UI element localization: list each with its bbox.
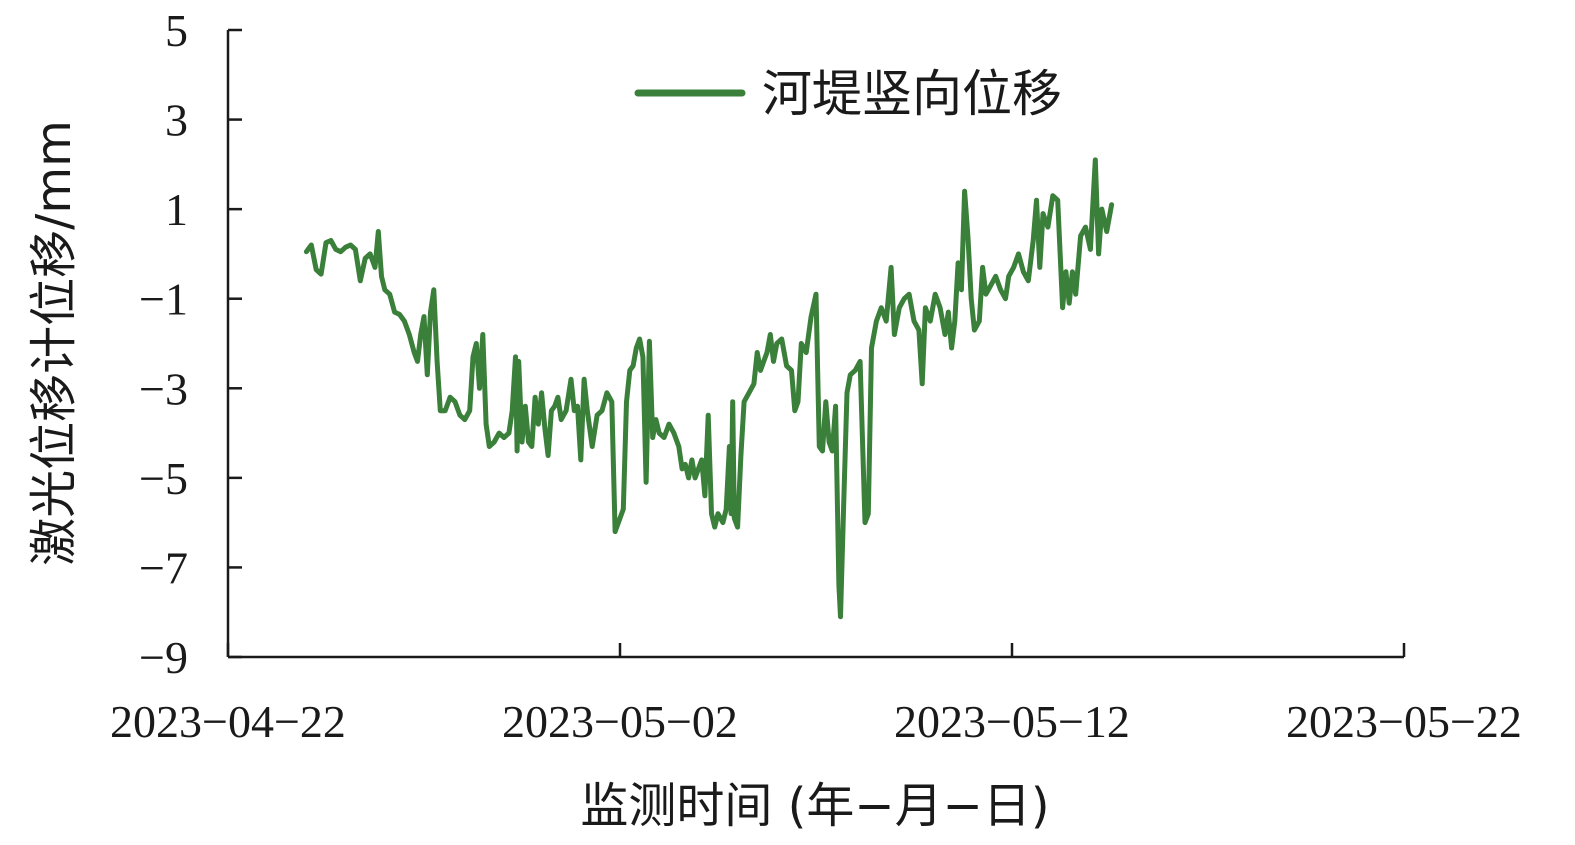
legend: 河堤竖向位移: [634, 65, 1062, 123]
y-tick-label: −9: [139, 632, 188, 683]
legend-label: 河堤竖向位移: [762, 65, 1062, 123]
y-tick-label: 3: [165, 95, 188, 146]
x-tick-label: 2023−05−22: [1286, 696, 1522, 747]
y-tick-label: −1: [139, 274, 188, 325]
y-tick-label: −7: [139, 542, 188, 593]
series-line: [303, 157, 1115, 620]
x-axis-title: 监测时间 (年−月−日): [580, 778, 1049, 834]
x-tick-label: 2023−05−12: [894, 696, 1130, 747]
x-tick-label: 2023−04−22: [110, 696, 346, 747]
chart-series-layer: [303, 157, 1115, 620]
chart-axes: [226, 30, 1404, 659]
chart-ticks: 5 3 1 −1 −3 −5 −7 −9 2023−04−22 2023−05−02 2023−05…: [110, 5, 1522, 747]
y-tick-label: −5: [139, 453, 188, 504]
x-tick-label: 2023−05−02: [502, 696, 738, 747]
y-tick-label: −3: [139, 363, 188, 414]
y-tick-label: 5: [165, 5, 188, 56]
y-axis-title: 激光位移计位移/mm: [26, 120, 82, 566]
y-tick-label: 1: [165, 184, 188, 235]
